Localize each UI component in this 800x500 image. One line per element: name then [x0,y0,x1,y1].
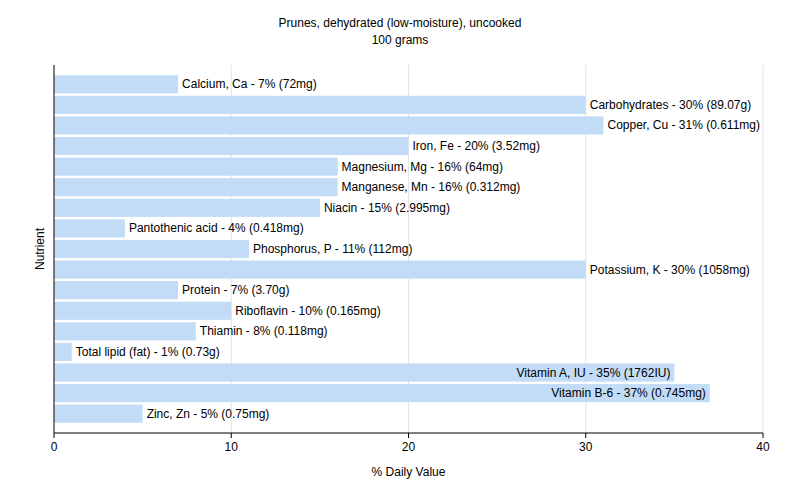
tick-mark [54,433,55,438]
chart: Prunes, dehydrated (low-moisture), uncoo… [0,0,800,500]
title: Prunes, dehydrated (low-moisture), uncoo… [279,16,522,30]
bar [54,363,674,381]
data-label: Vitamin B-6 - 37% (0.745mg) [551,386,706,400]
data-labels: Calcium, Ca - 7% (72mg) Carbohydrates - 3… [76,77,760,420]
bar [54,96,586,114]
data-label: Potassium, K - 30% (1058mg) [590,263,750,277]
tick-label: 30 [579,440,593,454]
bar [54,116,603,134]
bar [54,343,72,361]
bar [54,158,338,176]
tick-mark [585,433,586,438]
bar [54,199,320,217]
data-label: Iron, Fe - 20% (3.52mg) [413,139,540,153]
data-label: Total lipid (fat) - 1% (0.73g) [76,345,220,359]
x-axis [54,433,763,434]
data-label: Calcium, Ca - 7% (72mg) [182,77,317,91]
data-label: Carbohydrates - 30% (89.07g) [590,98,751,112]
tick-mark [763,433,764,438]
data-label: Niacin - 15% (2.995mg) [324,201,450,215]
tick-mark [231,433,232,438]
data-label: Protein - 7% (3.70g) [182,283,289,297]
bar [54,322,196,340]
bar [54,219,125,237]
data-label: Pantothenic acid - 4% (0.418mg) [129,221,304,235]
bar [54,384,710,402]
tick-label: 10 [225,440,239,454]
data-label: Zinc, Zn - 5% (0.75mg) [147,407,270,421]
tick-label: 20 [402,440,416,454]
grid-line [763,65,764,433]
data-label: Thiamin - 8% (0.118mg) [200,324,328,338]
bar [54,240,249,258]
data-label: Copper, Cu - 31% (0.611mg) [607,118,760,132]
bar [54,302,231,320]
x-axis-label: % Daily Value [372,465,446,479]
data-label: Manganese, Mn - 16% (0.312mg) [342,180,521,194]
y-axis-label: Nutrient [33,227,47,270]
data-label: Magnesium, Mg - 16% (64mg) [342,160,503,174]
tick-label: 40 [756,440,770,454]
data-label: Riboflavin - 10% (0.165mg) [235,304,380,318]
subtitle: 100 grams [372,33,429,47]
bar [54,178,338,196]
bar [54,261,586,279]
tick-mark [408,433,409,438]
tick-label: 0 [51,440,58,454]
bar [54,137,409,155]
y-axis [54,65,55,433]
bar [54,405,143,423]
bar [54,75,178,93]
data-label: Vitamin A, IU - 35% (1762IU) [517,366,671,380]
bar [54,281,178,299]
data-label: Phosphorus, P - 11% (112mg) [253,242,412,256]
